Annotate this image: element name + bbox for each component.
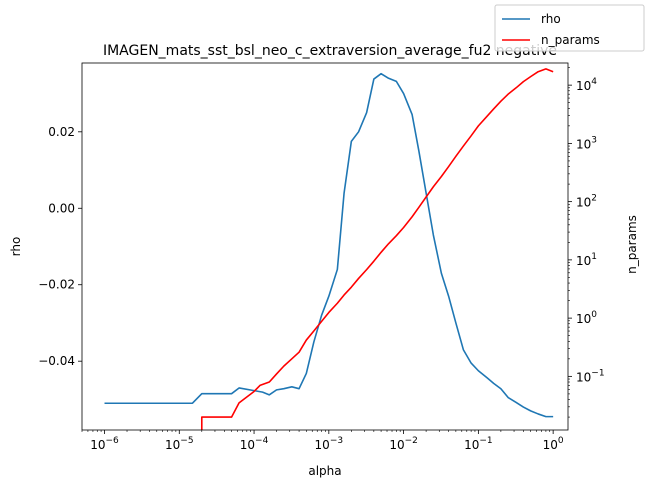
- x-tick-label: 10−1: [464, 436, 493, 452]
- y-tick-label: −0.02: [38, 278, 75, 292]
- y2-tick-label: 100: [576, 310, 597, 326]
- y-tick-label: 0.00: [48, 201, 75, 215]
- x-tick-label: 10−3: [315, 436, 344, 452]
- series-layer: [104, 68, 554, 430]
- x-axis: 10−6 10−5 10−4 10−3 10−2 10−1 100: [81, 430, 564, 452]
- y-tick-label: −0.04: [38, 354, 75, 368]
- legend: rho n_params: [494, 4, 645, 52]
- y2-tick-label: 104: [576, 77, 597, 93]
- x-tick-label: 10−5: [165, 436, 194, 452]
- y-axis-right: 104 103 102 101 100 10−1: [568, 67, 605, 418]
- x-tick-label: 100: [543, 436, 564, 452]
- y-tick-label: 0.02: [48, 125, 75, 139]
- y2-tick-label: 103: [576, 135, 597, 151]
- x-tick-label: 10−2: [389, 436, 418, 452]
- y2-tick-label: 10−1: [576, 368, 605, 384]
- series-line-n-params: [200, 68, 554, 430]
- y2-tick-label: 102: [576, 194, 597, 210]
- chart-title: IMAGEN_mats_sst_bsl_neo_c_extraversion_a…: [103, 43, 557, 59]
- y2-axis-label: n_params: [625, 215, 639, 274]
- y-axis-label: rho: [9, 237, 23, 257]
- series-line-rho: [104, 72, 554, 418]
- axes-frame: [81, 62, 569, 431]
- x-axis-label: alpha: [308, 464, 341, 478]
- legend-box: [494, 4, 645, 52]
- y-axis-left: 0.02 0.00 −0.02 −0.04: [38, 125, 82, 368]
- y2-tick-label: 101: [576, 252, 597, 268]
- x-tick-label: 10−6: [90, 436, 119, 452]
- legend-label-rho: rho: [541, 12, 561, 26]
- x-tick-label: 10−4: [240, 436, 269, 452]
- legend-label-n-params: n_params: [541, 33, 600, 47]
